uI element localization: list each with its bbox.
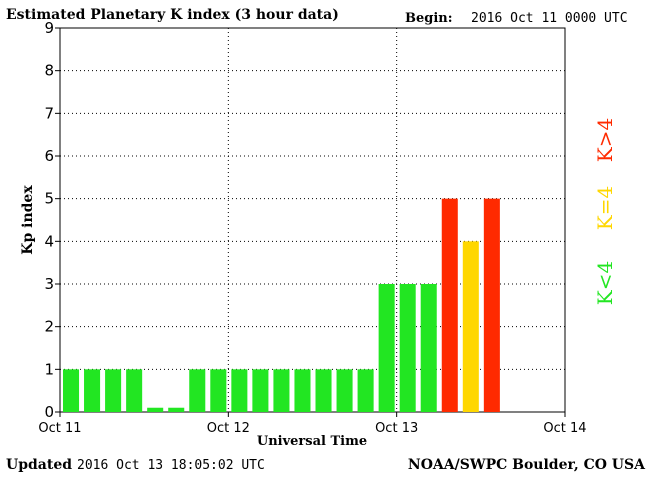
bar-21 <box>483 198 500 412</box>
x-tick-label-Oct 13: Oct 13 <box>375 421 418 436</box>
bar-2 <box>84 369 101 412</box>
updated-label: Updated <box>6 457 72 473</box>
y-tick-label-6: 6 <box>44 147 54 165</box>
begin-label: Begin: <box>405 11 453 26</box>
bar-8 <box>210 369 227 412</box>
bar-9 <box>231 369 248 412</box>
bar-12 <box>294 369 311 412</box>
y-ticks: 0 1 2 3 4 5 6 7 8 9 <box>44 19 60 421</box>
y-tick-label-2: 2 <box>44 318 54 336</box>
y-tick-label-8: 8 <box>44 62 54 80</box>
y-tick-label-5: 5 <box>44 190 54 208</box>
bar-3 <box>105 369 122 412</box>
y-tick-label-3: 3 <box>44 275 54 293</box>
bar-1 <box>63 369 80 412</box>
bar-10 <box>252 369 269 412</box>
bar-5 <box>147 407 164 412</box>
begin-value: 2016 Oct 11 0000 UTC <box>471 11 628 26</box>
bar-13 <box>315 369 332 412</box>
bar-20 <box>462 241 479 412</box>
gridlines <box>60 28 565 412</box>
x-tick-label-Oct 12: Oct 12 <box>207 421 250 436</box>
x-tick-label-Oct 11: Oct 11 <box>38 421 81 436</box>
plot-area <box>59 27 566 413</box>
legend-k-equal-4: K=4 <box>593 186 617 230</box>
bar-18 <box>420 284 437 412</box>
x-axis-label: Universal Time <box>257 434 367 449</box>
source-credit: NOAA/SWPC Boulder, CO USA <box>408 457 646 473</box>
y-axis-label: Kp index <box>20 185 36 255</box>
bar-4 <box>126 369 143 412</box>
y-tick-label-4: 4 <box>44 232 54 250</box>
bar-17 <box>399 284 416 412</box>
bar-15 <box>357 369 374 412</box>
bar-6 <box>168 407 185 412</box>
bar-7 <box>189 369 206 412</box>
x-tick-label-Oct 14: Oct 14 <box>543 421 586 436</box>
updated-value: 2016 Oct 13 18:05:02 UTC <box>77 458 265 473</box>
y-tick-label-7: 7 <box>44 104 54 122</box>
chart-title: Estimated Planetary K index (3 hour data… <box>6 7 339 23</box>
x-ticks: Oct 11 Oct 12 Oct 13 Oct 14 <box>38 412 587 436</box>
legend-k-below-4: K<4 <box>593 261 617 305</box>
bar-11 <box>273 369 290 412</box>
bars <box>63 198 500 412</box>
bar-19 <box>441 198 458 412</box>
y-tick-label-0: 0 <box>44 403 54 421</box>
y-tick-label-1: 1 <box>44 360 54 378</box>
bar-14 <box>336 369 353 412</box>
bar-16 <box>378 284 395 412</box>
y-tick-label-9: 9 <box>44 19 54 37</box>
legend-k-above-4: K>4 <box>593 118 617 162</box>
